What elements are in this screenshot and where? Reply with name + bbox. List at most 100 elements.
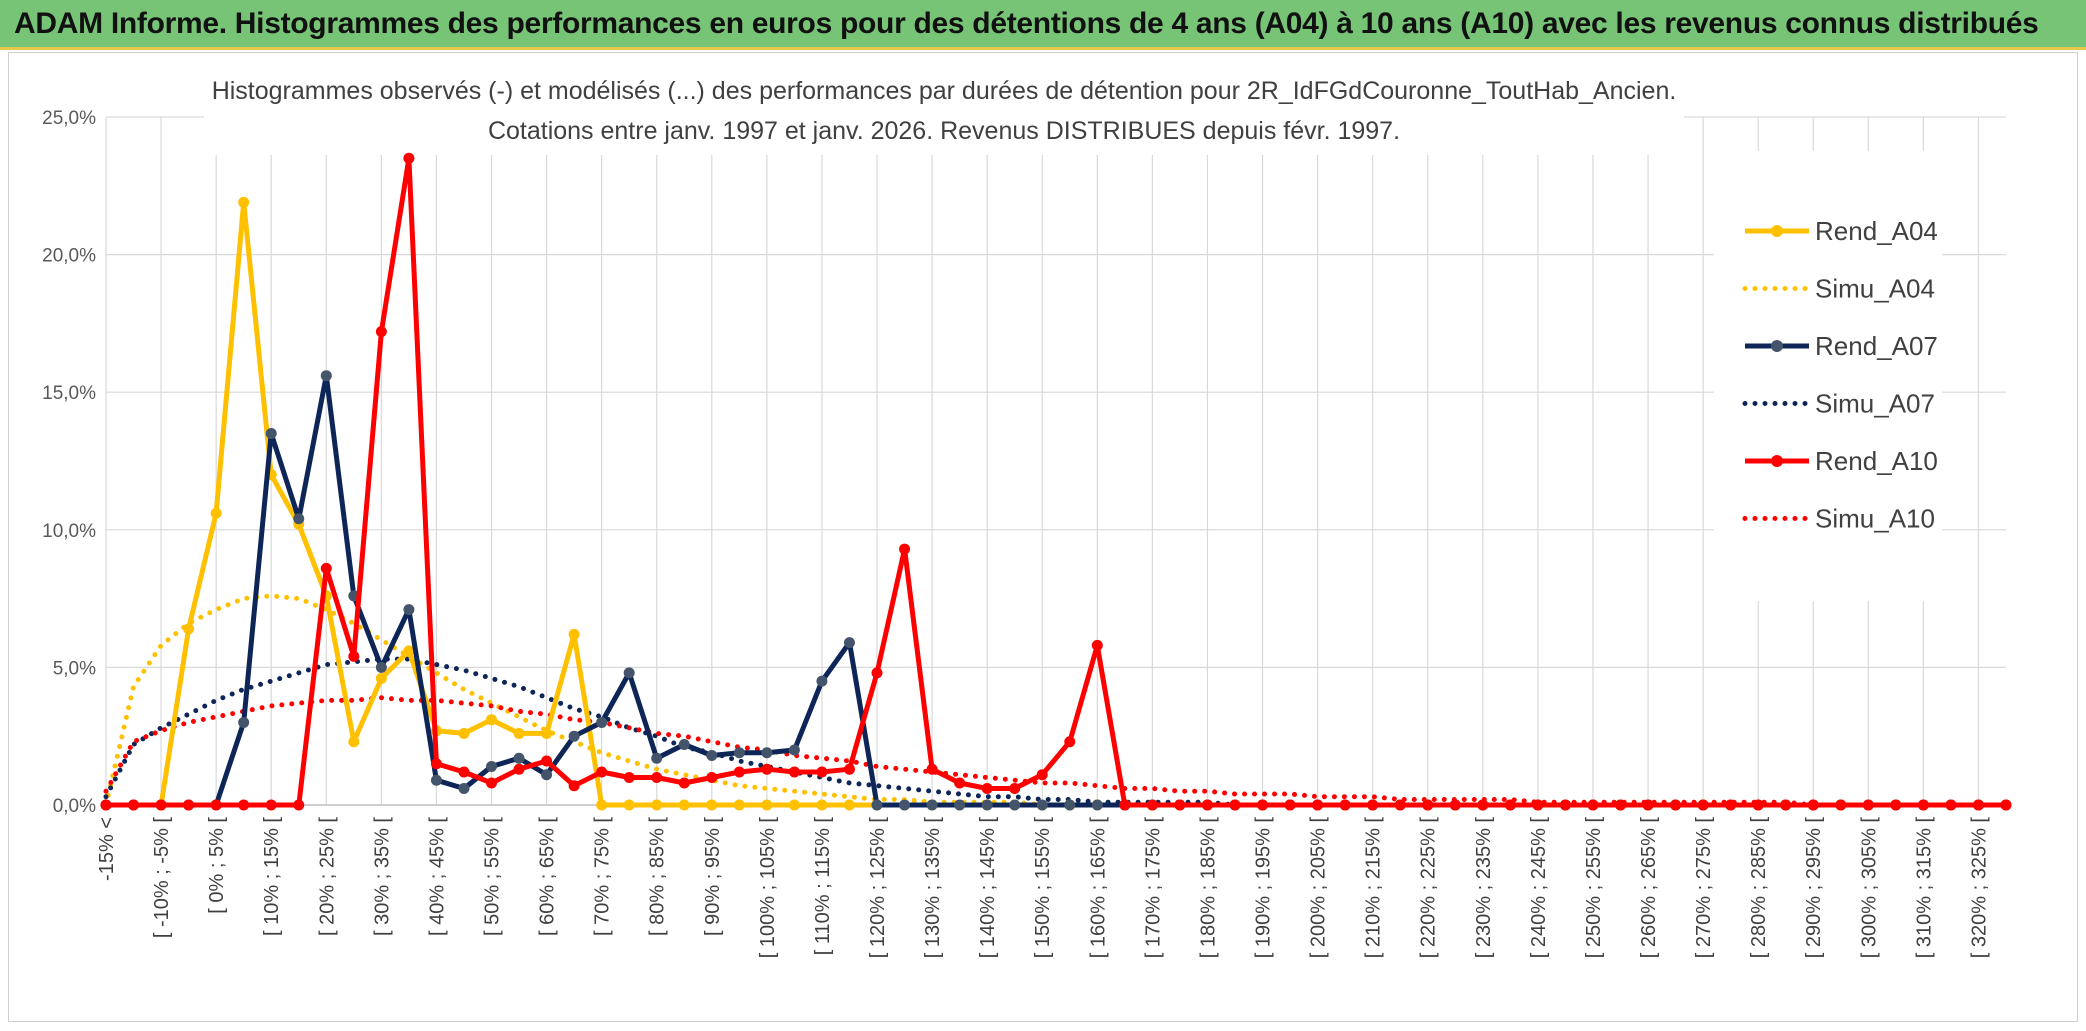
- y-tick-label: 10,0%: [42, 521, 96, 542]
- data-point-rend-a07: [706, 749, 718, 761]
- data-point-rend-a10: [1367, 799, 1379, 811]
- x-tick-label: [ 60% ; 65% [: [537, 817, 559, 936]
- legend-label: Rend_A10: [1815, 446, 1938, 476]
- data-point-rend-a10: [899, 543, 911, 555]
- x-tick-label: [ 130% ; 135% [: [922, 817, 944, 959]
- data-point-rend-a10: [1036, 769, 1048, 781]
- data-point-rend-a10: [430, 758, 442, 770]
- data-point-rend-a10: [375, 326, 387, 338]
- data-point-rend-a07: [843, 637, 855, 649]
- x-tick-label: [ 160% ; 165% [: [1087, 817, 1109, 959]
- data-point-rend-a10: [1339, 799, 1351, 811]
- data-point-rend-a10: [348, 650, 360, 662]
- data-point-rend-a07: [623, 667, 635, 679]
- x-tick-label: [ 100% ; 105% [: [757, 817, 779, 959]
- data-point-rend-a10: [1807, 799, 1819, 811]
- data-point-rend-a07: [981, 799, 993, 811]
- data-point-rend-a04: [623, 799, 635, 811]
- data-point-rend-a04: [513, 727, 525, 739]
- data-point-rend-a07: [375, 661, 387, 673]
- data-point-rend-a10: [733, 766, 745, 778]
- data-point-rend-a10: [1697, 799, 1709, 811]
- data-point-rend-a10: [403, 152, 415, 164]
- data-point-rend-a10: [1257, 799, 1269, 811]
- data-point-rend-a10: [596, 766, 608, 778]
- data-point-rend-a07: [761, 747, 773, 759]
- data-point-rend-a07: [541, 769, 553, 781]
- x-tick-label: [ 240% ; 245% [: [1528, 817, 1550, 959]
- data-point-rend-a10: [1119, 799, 1131, 811]
- data-point-rend-a10: [293, 799, 305, 811]
- data-point-rend-a04: [761, 799, 773, 811]
- data-point-rend-a10: [1587, 799, 1599, 811]
- data-point-rend-a04: [568, 628, 580, 640]
- x-tick-label: [ 250% ; 255% [: [1583, 817, 1605, 959]
- data-point-rend-a10: [761, 763, 773, 775]
- data-point-rend-a10: [1449, 799, 1461, 811]
- x-tick-label: [ 120% ; 125% [: [867, 817, 889, 959]
- data-point-rend-a10: [1945, 799, 1957, 811]
- header-banner: ADAM Informe. Histogrammes des performan…: [0, 0, 2086, 50]
- data-point-rend-a07: [513, 752, 525, 764]
- data-point-rend-a07: [1036, 799, 1048, 811]
- data-point-rend-a07: [871, 799, 883, 811]
- x-axis: -15% < [ -10% ; -5% [[ 0% ; 5% [[ 10% ; 1…: [96, 817, 1990, 959]
- data-point-rend-a10: [843, 763, 855, 775]
- x-tick-label: [ 170% ; 175% [: [1142, 817, 1164, 959]
- y-tick-label: 25,0%: [42, 108, 96, 129]
- x-tick-label: [ 310% ; 315% [: [1913, 817, 1935, 959]
- data-point-rend-a04: [238, 196, 250, 208]
- y-tick-label: 0,0%: [53, 796, 96, 817]
- x-tick-label: [ 140% ; 145% [: [977, 817, 999, 959]
- data-point-rend-a10: [1835, 799, 1847, 811]
- x-tick-label: [ 190% ; 195% [: [1253, 817, 1275, 959]
- title-background: [204, 53, 1684, 155]
- data-point-rend-a10: [1532, 799, 1544, 811]
- x-tick-label: [ -10% ; -5% [: [151, 817, 173, 939]
- data-point-rend-a10: [1091, 639, 1103, 651]
- x-tick-label: [ 210% ; 215% [: [1363, 817, 1385, 959]
- data-point-rend-a10: [651, 771, 663, 783]
- series-group: [100, 152, 2012, 811]
- data-point-rend-a10: [155, 799, 167, 811]
- data-point-rend-a04: [816, 799, 828, 811]
- data-point-rend-a07: [265, 427, 277, 439]
- data-point-rend-a07: [568, 730, 580, 742]
- data-point-rend-a10: [568, 780, 580, 792]
- chart-subtitle: Cotations entre janv. 1997 et janv. 2026…: [488, 117, 1400, 145]
- data-point-rend-a07: [816, 675, 828, 687]
- chart-title-block: Histogrammes observés (-) et modélisés (…: [204, 53, 1684, 155]
- data-point-rend-a10: [1422, 799, 1434, 811]
- legend-marker: [1771, 340, 1783, 352]
- data-point-rend-a07: [1009, 799, 1021, 811]
- y-tick-label: 5,0%: [53, 658, 96, 679]
- data-point-rend-a10: [871, 667, 883, 679]
- data-point-rend-a10: [320, 562, 332, 574]
- legend-background: [1714, 151, 1942, 601]
- x-tick-label: [ 10% ; 15% [: [261, 817, 283, 936]
- data-point-rend-a07: [678, 738, 690, 750]
- data-point-rend-a10: [1504, 799, 1516, 811]
- data-point-rend-a04: [183, 623, 195, 635]
- chart-area: 0,0% 5,0% 10,0% 15,0% 20,0% 25,0% -15% < [ -10…: [8, 52, 2078, 1022]
- x-tick-label: [ 80% ; 85% [: [647, 817, 669, 936]
- data-point-rend-a10: [678, 777, 690, 789]
- x-tick-label: [ 220% ; 225% [: [1418, 817, 1440, 959]
- x-tick-label: [ 290% ; 295% [: [1803, 817, 1825, 959]
- series-line-rend-a10: [106, 155, 2006, 808]
- legend-label: Rend_A07: [1815, 331, 1938, 361]
- data-point-rend-a10: [183, 799, 195, 811]
- data-point-rend-a07: [1064, 799, 1076, 811]
- legend-label: Simu_A04: [1815, 274, 1935, 304]
- data-point-rend-a10: [981, 782, 993, 794]
- x-tick-label: [ 40% ; 45% [: [426, 817, 448, 936]
- legend-label: Simu_A07: [1815, 389, 1935, 419]
- legend-marker: [1771, 225, 1783, 237]
- x-tick-label: [ 200% ; 205% [: [1308, 817, 1330, 959]
- data-point-rend-a04: [375, 672, 387, 684]
- data-point-rend-a10: [623, 771, 635, 783]
- data-point-rend-a07: [926, 799, 938, 811]
- data-point-rend-a07: [320, 370, 332, 382]
- data-point-rend-a07: [403, 604, 415, 616]
- x-tick-label: [ 320% ; 325% [: [1968, 817, 1990, 959]
